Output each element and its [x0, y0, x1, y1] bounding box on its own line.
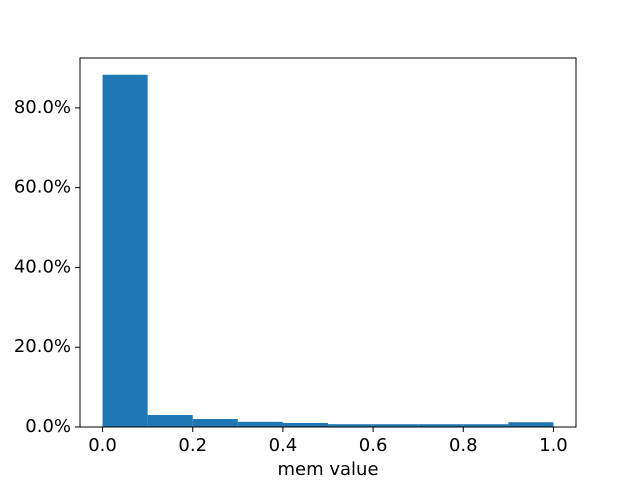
x-tick-label: 0.4 [269, 435, 298, 456]
y-tick-label: 40.0% [14, 256, 71, 277]
y-tick-label: 0.0% [25, 416, 71, 437]
x-tick-label: 0.2 [178, 435, 207, 456]
bar [418, 424, 464, 427]
x-tick-label: 0.0 [88, 435, 117, 456]
y-tick-label: 60.0% [14, 177, 71, 198]
bar [237, 421, 283, 427]
bar [463, 424, 509, 427]
x-tick-label: 0.8 [449, 435, 478, 456]
x-tick-label: 0.6 [359, 435, 388, 456]
bar [192, 419, 238, 427]
y-tick-label: 20.0% [14, 336, 71, 357]
plot-frame [79, 57, 577, 428]
x-axis-label: mem value [277, 459, 378, 480]
x-tick-label: 1.0 [539, 435, 568, 456]
bar [508, 422, 554, 427]
bar [282, 423, 328, 427]
bar [373, 424, 419, 427]
y-tick-label: 80.0% [14, 97, 71, 118]
bar [102, 74, 148, 428]
bar [328, 424, 374, 427]
bar [147, 415, 193, 427]
